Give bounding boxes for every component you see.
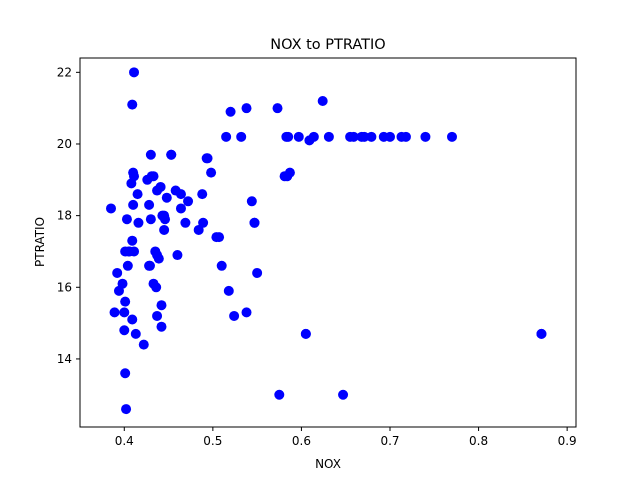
- data-point: [223, 285, 234, 296]
- data-point: [145, 149, 156, 160]
- data-points: [106, 67, 547, 415]
- data-point: [246, 196, 257, 207]
- data-point: [252, 267, 263, 278]
- data-point: [241, 103, 252, 114]
- data-point: [172, 250, 183, 261]
- data-point: [300, 328, 311, 339]
- data-point: [359, 131, 370, 142]
- data-point: [106, 203, 116, 214]
- data-point: [120, 296, 131, 307]
- x-tick-label: 0.9: [558, 434, 577, 448]
- data-point: [293, 131, 304, 142]
- data-point: [148, 171, 159, 182]
- data-point: [206, 167, 217, 178]
- data-point: [122, 260, 133, 271]
- data-point: [127, 314, 138, 325]
- y-tick-label: 18: [57, 209, 72, 223]
- data-point: [129, 67, 140, 78]
- data-point: [202, 153, 213, 164]
- data-point: [144, 199, 155, 210]
- x-axis-label: NOX: [315, 457, 341, 471]
- data-point: [225, 106, 236, 117]
- x-tick-label: 0.4: [115, 434, 134, 448]
- data-point: [317, 95, 328, 106]
- data-point: [128, 199, 139, 210]
- data-point: [274, 389, 285, 400]
- data-point: [175, 189, 186, 200]
- chart-title: NOX to PTRATIO: [270, 37, 385, 53]
- data-point: [151, 282, 162, 293]
- y-tick-label: 20: [57, 137, 72, 151]
- data-point: [216, 260, 227, 271]
- data-point: [127, 99, 138, 110]
- y-tick-label: 22: [57, 65, 72, 79]
- data-point: [145, 214, 156, 225]
- data-point: [159, 224, 170, 235]
- data-point: [284, 167, 295, 178]
- data-point: [400, 131, 411, 142]
- data-point: [138, 339, 149, 350]
- y-tick-label: 16: [57, 280, 72, 294]
- data-point: [153, 253, 164, 264]
- data-point: [130, 328, 141, 339]
- data-point: [272, 103, 283, 114]
- data-point: [160, 214, 171, 225]
- data-point: [155, 181, 166, 192]
- data-point: [121, 404, 132, 415]
- data-point: [166, 149, 177, 160]
- data-point: [308, 131, 319, 142]
- data-point: [249, 217, 260, 228]
- data-point: [420, 131, 431, 142]
- data-point: [109, 307, 120, 318]
- data-point: [323, 131, 334, 142]
- data-point: [119, 307, 130, 318]
- data-point: [214, 232, 225, 243]
- data-point: [144, 260, 155, 271]
- data-point: [121, 214, 132, 225]
- data-point: [197, 189, 208, 200]
- plot-frame: [79, 57, 577, 428]
- data-point: [241, 307, 252, 318]
- data-point: [156, 321, 167, 332]
- x-tick-label: 0.8: [469, 434, 488, 448]
- data-point: [229, 310, 240, 321]
- data-point: [385, 131, 395, 142]
- data-point: [129, 246, 140, 257]
- data-point: [180, 217, 191, 228]
- data-point: [120, 368, 131, 379]
- data-point: [193, 224, 204, 235]
- y-axis-ticks: 14 16 18 20 22: [57, 65, 80, 366]
- data-point: [236, 131, 247, 142]
- y-tick-label: 14: [57, 352, 72, 366]
- data-point: [338, 389, 349, 400]
- data-point: [129, 171, 140, 182]
- y-axis-label: PTRATIO: [33, 217, 47, 267]
- data-point: [366, 131, 377, 142]
- data-point: [175, 203, 186, 214]
- data-point: [221, 131, 232, 142]
- data-point: [117, 278, 128, 289]
- data-point: [156, 300, 167, 311]
- data-point: [133, 217, 144, 228]
- data-point: [127, 235, 138, 246]
- data-point: [198, 217, 209, 228]
- x-tick-label: 0.7: [380, 434, 399, 448]
- x-axis-ticks: 0.4 0.5 0.6 0.7 0.8 0.9: [115, 427, 577, 448]
- x-tick-label: 0.5: [203, 434, 222, 448]
- data-point: [152, 310, 163, 321]
- data-point: [536, 328, 547, 339]
- data-point: [183, 196, 194, 207]
- data-point: [119, 325, 130, 336]
- data-point: [283, 131, 294, 142]
- data-point: [112, 267, 123, 278]
- data-point: [132, 189, 143, 200]
- data-point: [161, 192, 172, 203]
- x-tick-label: 0.6: [292, 434, 311, 448]
- data-point: [447, 131, 457, 142]
- data-point: [348, 131, 359, 142]
